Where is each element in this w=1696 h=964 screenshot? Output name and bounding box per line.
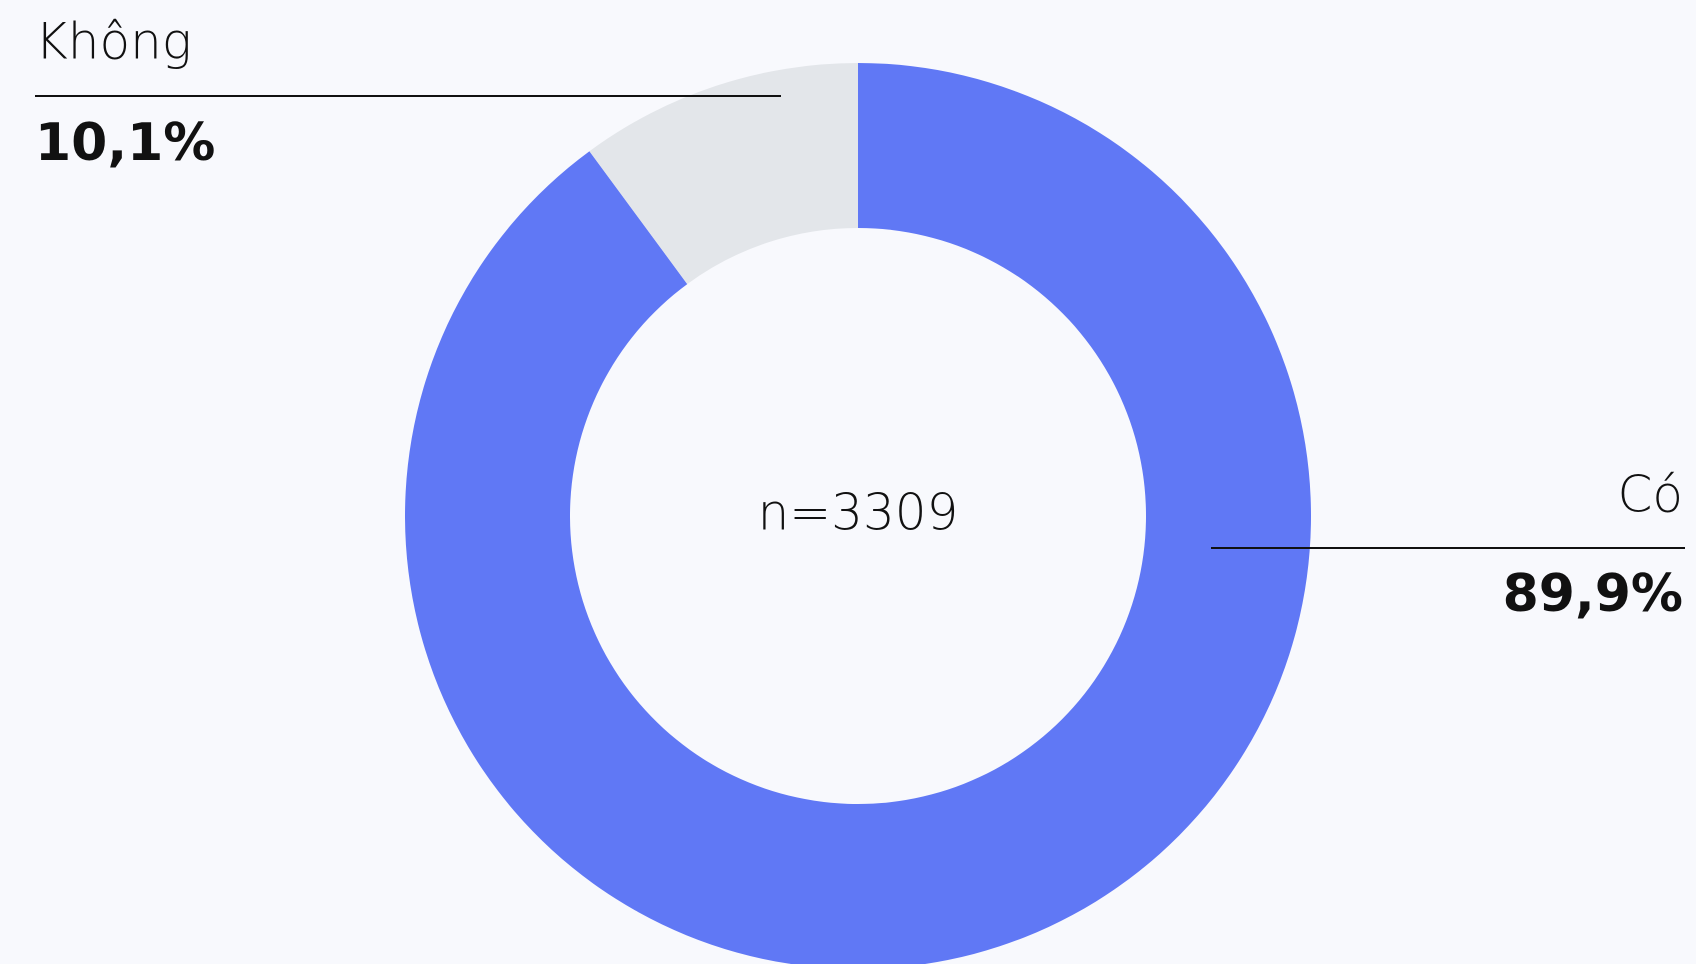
slice <box>589 63 858 285</box>
value-label: 89,9% <box>1503 564 1683 624</box>
value-label: 10,1% <box>35 113 215 173</box>
slice <box>405 63 1311 964</box>
center-label: n=3309 <box>758 484 959 542</box>
category-label: Không <box>35 13 192 71</box>
category-label: Có <box>1617 466 1683 524</box>
